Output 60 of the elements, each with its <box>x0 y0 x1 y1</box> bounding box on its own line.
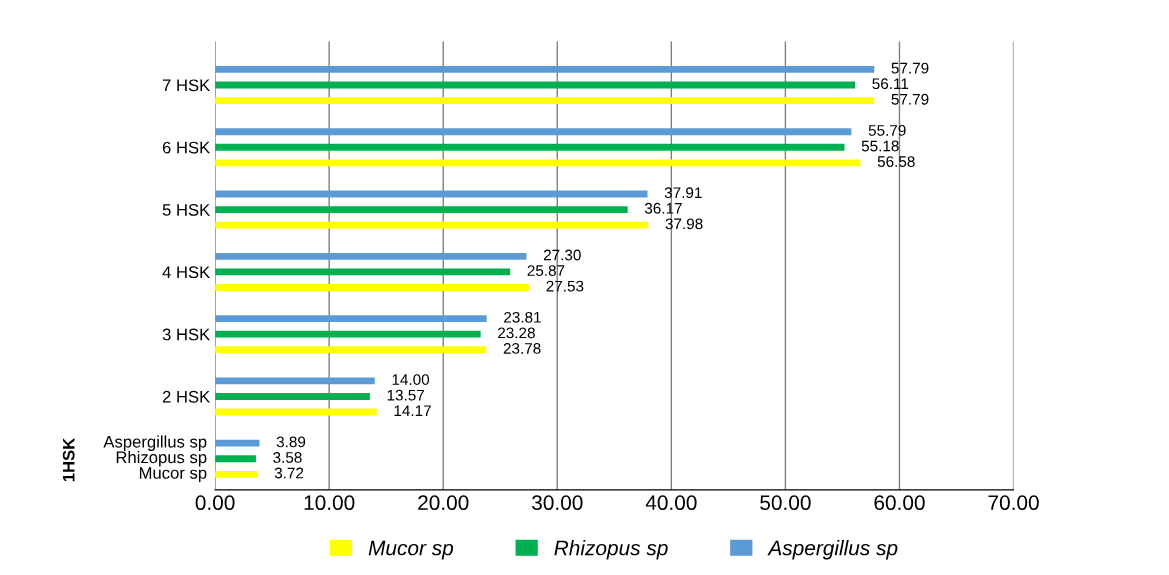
x-tick-label: 60.00 <box>874 495 925 511</box>
bar <box>215 346 487 354</box>
bar <box>215 159 861 167</box>
text: Rhizopus sp <box>116 450 207 467</box>
text: 1HSK <box>62 437 75 482</box>
data-label: 3.72 <box>274 467 304 479</box>
bar <box>215 439 260 447</box>
bar <box>215 284 530 291</box>
y-tick-label: 7 HSK <box>162 79 211 92</box>
data-label: 25.87 <box>527 265 565 276</box>
bar <box>215 143 845 151</box>
data-label: 57.79 <box>891 62 929 74</box>
bar <box>215 128 852 136</box>
x-tick-label: 20.00 <box>418 495 469 511</box>
y-tick-label: 4 HSK <box>162 266 211 279</box>
bar <box>215 377 375 385</box>
data-label: 23.81 <box>504 311 541 323</box>
x-tick-label: 50.00 <box>760 495 811 511</box>
legend-label: Rhizopus sp <box>554 540 668 560</box>
legend-label: Mucor sp <box>368 540 454 560</box>
bar <box>215 330 481 338</box>
legend-label: Aspergillus sp <box>767 540 898 560</box>
bar <box>215 268 511 276</box>
data-label: 23.78 <box>503 343 541 354</box>
bar <box>215 470 258 478</box>
x-tick-label: 70.00 <box>988 495 1039 511</box>
bar <box>215 393 370 400</box>
data-label: 56.58 <box>877 156 915 167</box>
data-label: 14.00 <box>392 374 430 385</box>
data-label: 37.91 <box>664 187 702 199</box>
data-label: 56.11 <box>872 78 909 90</box>
data-label: 3.89 <box>276 436 306 448</box>
x-tick-label: 40.00 <box>645 495 697 511</box>
bar <box>215 252 527 260</box>
y-tick-label: 3 HSK <box>162 328 211 341</box>
data-label: 14.17 <box>394 405 431 416</box>
data-label: 27.53 <box>546 280 584 292</box>
data-label: 3.58 <box>273 452 302 463</box>
x-tick-label: 30.00 <box>532 495 583 511</box>
bar <box>215 315 487 323</box>
text: Mucor sp <box>139 467 207 483</box>
bar <box>215 455 256 463</box>
bar <box>215 221 649 229</box>
x-tick-label: 0.00 <box>195 495 235 511</box>
data-label: 13.57 <box>387 389 425 401</box>
x-tick-label: 10.00 <box>304 495 355 511</box>
data-label: 55.18 <box>861 140 899 152</box>
bar <box>215 206 628 214</box>
y-tick-label: 6 HSK <box>162 141 211 154</box>
data-label: 55.79 <box>868 125 906 136</box>
y-tick-label: 5 HSK <box>162 203 211 216</box>
y-tick-label: 2 HSK <box>162 390 211 403</box>
data-label: 36.17 <box>644 202 682 214</box>
bar <box>215 66 875 73</box>
data-label: 23.28 <box>498 327 535 339</box>
data-label: 37.98 <box>665 218 703 230</box>
data-label: 27.30 <box>543 249 581 261</box>
text: Aspergillus sp <box>103 435 207 451</box>
bar <box>215 97 875 104</box>
data-label: 57.79 <box>891 93 929 105</box>
